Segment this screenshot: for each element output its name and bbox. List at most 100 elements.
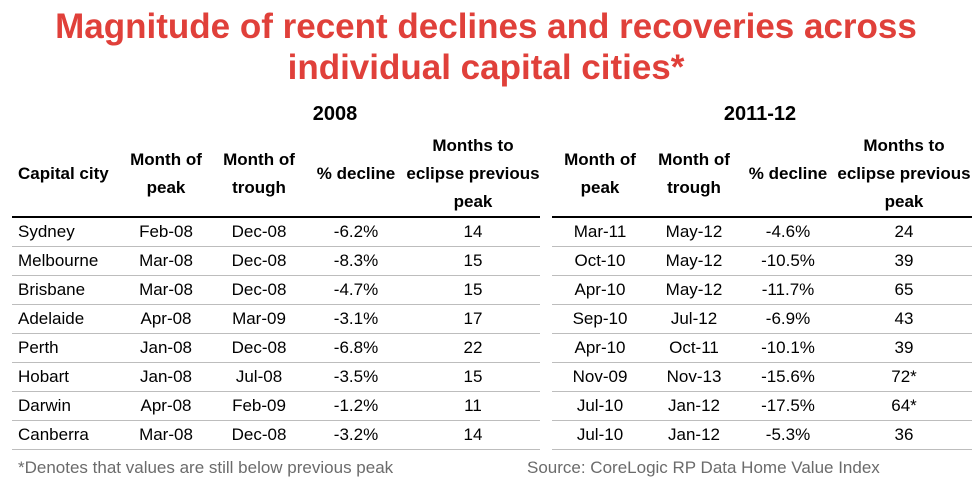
table-header-row: Month of peak Month of trough % decline …	[552, 132, 972, 217]
table-row: Sydney Feb-08 Dec-08 -6.2% 14	[12, 217, 540, 247]
cell-percent-decline: -6.9%	[740, 304, 836, 334]
cell-month-of-trough: May-12	[648, 217, 740, 247]
cell-month-of-trough: Dec-08	[212, 420, 306, 450]
table-row: Sep-10 Jul-12 -6.9% 43	[552, 304, 972, 334]
cell-percent-decline: -5.3%	[740, 420, 836, 450]
table-row: Melbourne Mar-08 Dec-08 -8.3% 15	[12, 246, 540, 276]
cell-month-of-peak: Mar-11	[552, 217, 648, 247]
table-row: Perth Jan-08 Dec-08 -6.8% 22	[12, 333, 540, 363]
cell-month-of-peak: Jul-10	[552, 420, 648, 450]
cell-months-to-eclipse: 22	[406, 333, 540, 363]
cell-month-of-trough: May-12	[648, 275, 740, 305]
cell-percent-decline: -3.5%	[306, 362, 406, 392]
cell-month-of-trough: Dec-08	[212, 217, 306, 247]
cell-city: Hobart	[12, 362, 120, 392]
source-note: Source: CoreLogic RP Data Home Value Ind…	[527, 458, 880, 477]
cell-city: Brisbane	[12, 275, 120, 305]
table-row: Apr-10 May-12 -11.7% 65	[552, 275, 972, 305]
cell-city: Melbourne	[12, 246, 120, 276]
cell-percent-decline: -4.6%	[740, 217, 836, 247]
cell-month-of-peak: Apr-08	[120, 391, 212, 421]
cell-month-of-peak: Feb-08	[120, 217, 212, 247]
cell-month-of-trough: Dec-08	[212, 275, 306, 305]
table-row: Brisbane Mar-08 Dec-08 -4.7% 15	[12, 275, 540, 305]
cell-percent-decline: -6.8%	[306, 333, 406, 363]
table-row: Apr-10 Oct-11 -10.1% 39	[552, 333, 972, 363]
cell-month-of-trough: Jul-12	[648, 304, 740, 334]
cell-month-of-trough: Dec-08	[212, 246, 306, 276]
cell-month-of-trough: Jan-12	[648, 420, 740, 450]
cell-months-to-eclipse: 43	[836, 304, 972, 334]
table-row: Adelaide Apr-08 Mar-09 -3.1% 17	[12, 304, 540, 334]
cell-month-of-peak: Mar-08	[120, 246, 212, 276]
cell-months-to-eclipse: 64*	[836, 391, 972, 421]
cell-percent-decline: -17.5%	[740, 391, 836, 421]
cell-months-to-eclipse: 36	[836, 420, 972, 450]
cell-month-of-trough: Feb-09	[212, 391, 306, 421]
cell-months-to-eclipse: 15	[406, 246, 540, 276]
cell-month-of-peak: Apr-10	[552, 275, 648, 305]
cell-month-of-peak: Apr-08	[120, 304, 212, 334]
col-header-trough: Month of trough	[658, 150, 730, 197]
cell-month-of-peak: Mar-08	[120, 420, 212, 450]
cell-month-of-trough: May-12	[648, 246, 740, 276]
cell-city: Darwin	[12, 391, 120, 421]
cell-percent-decline: -3.2%	[306, 420, 406, 450]
table-row: Oct-10 May-12 -10.5% 39	[552, 246, 972, 276]
col-header-peak: Month of peak	[130, 150, 202, 197]
table-2008: Capital city Month of peak Month of trou…	[12, 132, 540, 450]
cell-percent-decline: -1.2%	[306, 391, 406, 421]
footnote: *Denotes that values are still below pre…	[18, 458, 394, 477]
cell-percent-decline: -6.2%	[306, 217, 406, 247]
cell-percent-decline: -10.1%	[740, 333, 836, 363]
cell-month-of-peak: Sep-10	[552, 304, 648, 334]
cell-months-to-eclipse: 24	[836, 217, 972, 247]
cell-months-to-eclipse: 15	[406, 275, 540, 305]
table-row: Canberra Mar-08 Dec-08 -3.2% 14	[12, 420, 540, 450]
cell-months-to-eclipse: 15	[406, 362, 540, 392]
cell-months-to-eclipse: 39	[836, 333, 972, 363]
table-row: Nov-09 Nov-13 -15.6% 72*	[552, 362, 972, 392]
cell-city: Perth	[12, 333, 120, 363]
table-header-row: Capital city Month of peak Month of trou…	[12, 132, 540, 217]
cell-month-of-peak: Jul-10	[552, 391, 648, 421]
cell-months-to-eclipse: 72*	[836, 362, 972, 392]
table-row: Jul-10 Jan-12 -5.3% 36	[552, 420, 972, 450]
table-row: Darwin Apr-08 Feb-09 -1.2% 11	[12, 391, 540, 421]
col-header-months: Months to eclipse previous peak	[837, 136, 971, 211]
col-header-trough: Month of trough	[223, 150, 295, 197]
cell-city: Adelaide	[12, 304, 120, 334]
cell-month-of-peak: Apr-10	[552, 333, 648, 363]
cell-percent-decline: -4.7%	[306, 275, 406, 305]
col-header-decline: % decline	[316, 164, 396, 183]
cell-months-to-eclipse: 39	[836, 246, 972, 276]
cell-month-of-peak: Nov-09	[552, 362, 648, 392]
col-header-peak: Month of peak	[564, 150, 636, 197]
cell-months-to-eclipse: 14	[406, 217, 540, 247]
table-row: Jul-10 Jan-12 -17.5% 64*	[552, 391, 972, 421]
cell-month-of-trough: Jan-12	[648, 391, 740, 421]
col-header-decline: % decline	[748, 164, 828, 183]
table-row: Mar-11 May-12 -4.6% 24	[552, 217, 972, 247]
cell-month-of-trough: Nov-13	[648, 362, 740, 392]
cell-city: Sydney	[12, 217, 120, 247]
cell-month-of-peak: Jan-08	[120, 333, 212, 363]
cell-percent-decline: -11.7%	[740, 275, 836, 305]
cell-percent-decline: -3.1%	[306, 304, 406, 334]
col-header-months: Months to eclipse previous peak	[406, 136, 540, 211]
cell-month-of-peak: Jan-08	[120, 362, 212, 392]
period-2011-12-heading: 2011-12	[723, 103, 797, 125]
cell-months-to-eclipse: 17	[406, 304, 540, 334]
page-title: Magnitude of recent declines and recover…	[55, 7, 917, 87]
table-row: Hobart Jan-08 Jul-08 -3.5% 15	[12, 362, 540, 392]
cell-month-of-peak: Oct-10	[552, 246, 648, 276]
cell-months-to-eclipse: 14	[406, 420, 540, 450]
table-2011-12: Month of peak Month of trough % decline …	[552, 132, 972, 450]
cell-month-of-trough: Jul-08	[212, 362, 306, 392]
period-2008-heading: 2008	[312, 103, 358, 125]
col-header-city: Capital city	[18, 164, 109, 183]
cell-months-to-eclipse: 11	[406, 391, 540, 421]
cell-month-of-trough: Dec-08	[212, 333, 306, 363]
cell-month-of-peak: Mar-08	[120, 275, 212, 305]
cell-month-of-trough: Oct-11	[648, 333, 740, 363]
